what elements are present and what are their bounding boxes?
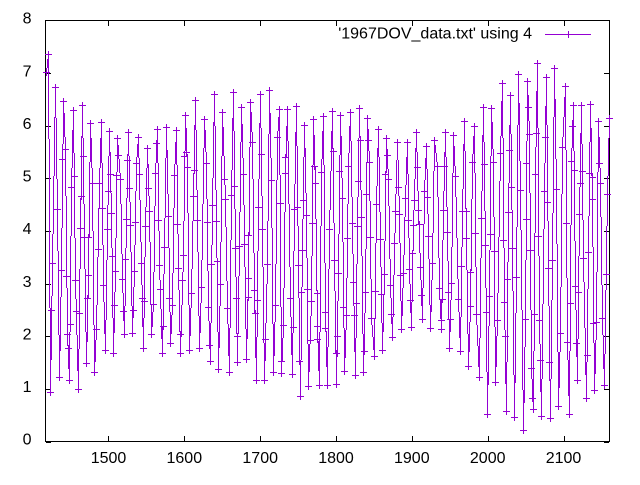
svg-text:1800: 1800 — [318, 450, 354, 467]
svg-text:6: 6 — [23, 116, 32, 133]
svg-text:4: 4 — [23, 221, 32, 238]
svg-text:8: 8 — [23, 11, 32, 28]
svg-text:0: 0 — [23, 432, 32, 449]
svg-text:7: 7 — [23, 63, 32, 80]
svg-text:2000: 2000 — [470, 450, 506, 467]
svg-text:1900: 1900 — [394, 450, 430, 467]
svg-text:3: 3 — [23, 274, 32, 291]
svg-text:2100: 2100 — [546, 450, 582, 467]
svg-text:2: 2 — [23, 326, 32, 343]
svg-text:1500: 1500 — [91, 450, 127, 467]
svg-text:1600: 1600 — [167, 450, 203, 467]
svg-text:5: 5 — [23, 169, 32, 186]
svg-text:1: 1 — [23, 379, 32, 396]
svg-text:'1967DOV_data.txt' using 4: '1967DOV_data.txt' using 4 — [338, 26, 532, 43]
svg-text:1700: 1700 — [242, 450, 278, 467]
